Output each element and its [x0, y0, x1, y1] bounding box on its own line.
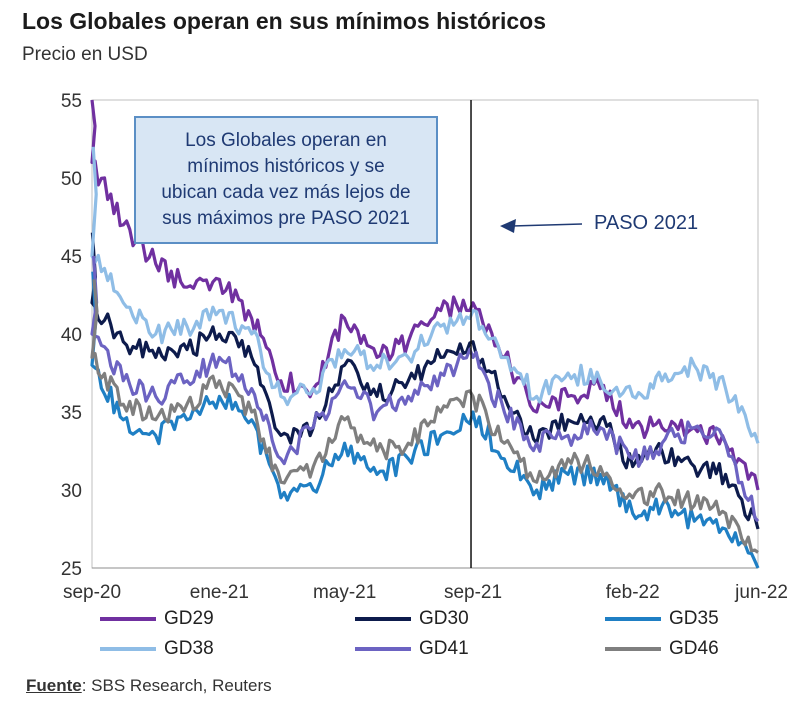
paso-2021-label: PASO 2021 — [594, 212, 699, 234]
legend-label: GD29 — [164, 608, 214, 629]
paso-arrow-line — [511, 223, 583, 227]
legend-item-gd41: GD41 — [355, 638, 469, 660]
legend-swatch — [355, 617, 411, 621]
legend-swatch — [605, 647, 661, 651]
legend-label: GD46 — [669, 638, 719, 659]
source-text: : SBS Research, Reuters — [81, 676, 272, 695]
annotation-line: mínimos históricos y se — [187, 156, 385, 177]
y-tick-label: 50 — [61, 169, 82, 190]
annotation-box: Los Globales operan en mínimos histórico… — [134, 116, 438, 244]
legend: GD29 GD30 GD35 GD38 GD41 GD46 — [100, 608, 760, 668]
x-tick-label: feb-22 — [606, 582, 660, 603]
legend-item-gd35: GD35 — [605, 608, 719, 630]
y-tick-label: 40 — [61, 325, 82, 346]
legend-swatch — [100, 617, 156, 621]
legend-item-gd38: GD38 — [100, 638, 214, 660]
legend-label: GD30 — [419, 608, 469, 629]
chart-subtitle: Precio en USD — [22, 44, 148, 65]
series-line-gd46 — [90, 279, 759, 554]
legend-item-gd29: GD29 — [100, 608, 214, 630]
legend-label: GD35 — [669, 608, 719, 629]
y-tick-label: 35 — [61, 403, 82, 424]
y-tick-label: 55 — [61, 91, 82, 112]
source-label: Fuente — [26, 676, 82, 695]
annotation-line: sus máximos pre PASO 2021 — [162, 208, 410, 229]
x-tick-label: jun-22 — [734, 582, 788, 603]
source-note: Fuente: SBS Research, Reuters — [26, 676, 272, 696]
legend-swatch — [605, 617, 661, 621]
x-tick-label: ene-21 — [190, 582, 249, 603]
legend-item-gd46: GD46 — [605, 638, 719, 660]
y-tick-label: 45 — [61, 247, 82, 268]
x-tick-label: may-21 — [313, 582, 376, 603]
legend-swatch — [355, 647, 411, 651]
series-lines — [90, 99, 760, 569]
legend-item-gd30: GD30 — [355, 608, 469, 630]
legend-swatch — [100, 647, 156, 651]
paso-arrow-head — [500, 219, 516, 233]
y-tick-label: 25 — [61, 559, 82, 580]
chart-title: Los Globales operan en sus mínimos histó… — [22, 8, 547, 34]
legend-label: GD38 — [164, 638, 214, 659]
x-tick-label: sep-21 — [444, 582, 502, 603]
tick-labels: 25 30 35 40 45 50 55 sep-20 ene-21 may-21 sep-21 fe… — [61, 91, 788, 603]
y-tick-label: 30 — [61, 481, 82, 502]
annotation-line: ubican cada vez más lejos de — [161, 182, 411, 203]
x-tick-label: sep-20 — [63, 582, 121, 603]
legend-label: GD41 — [419, 638, 469, 659]
series-line-gd41 — [90, 255, 760, 523]
annotation-line: Los Globales operan en — [185, 130, 387, 151]
paso-marker — [470, 100, 583, 568]
series-line-gd29 — [90, 99, 760, 491]
series-line-gd38 — [90, 146, 760, 444]
series-line-gd35 — [90, 271, 760, 569]
